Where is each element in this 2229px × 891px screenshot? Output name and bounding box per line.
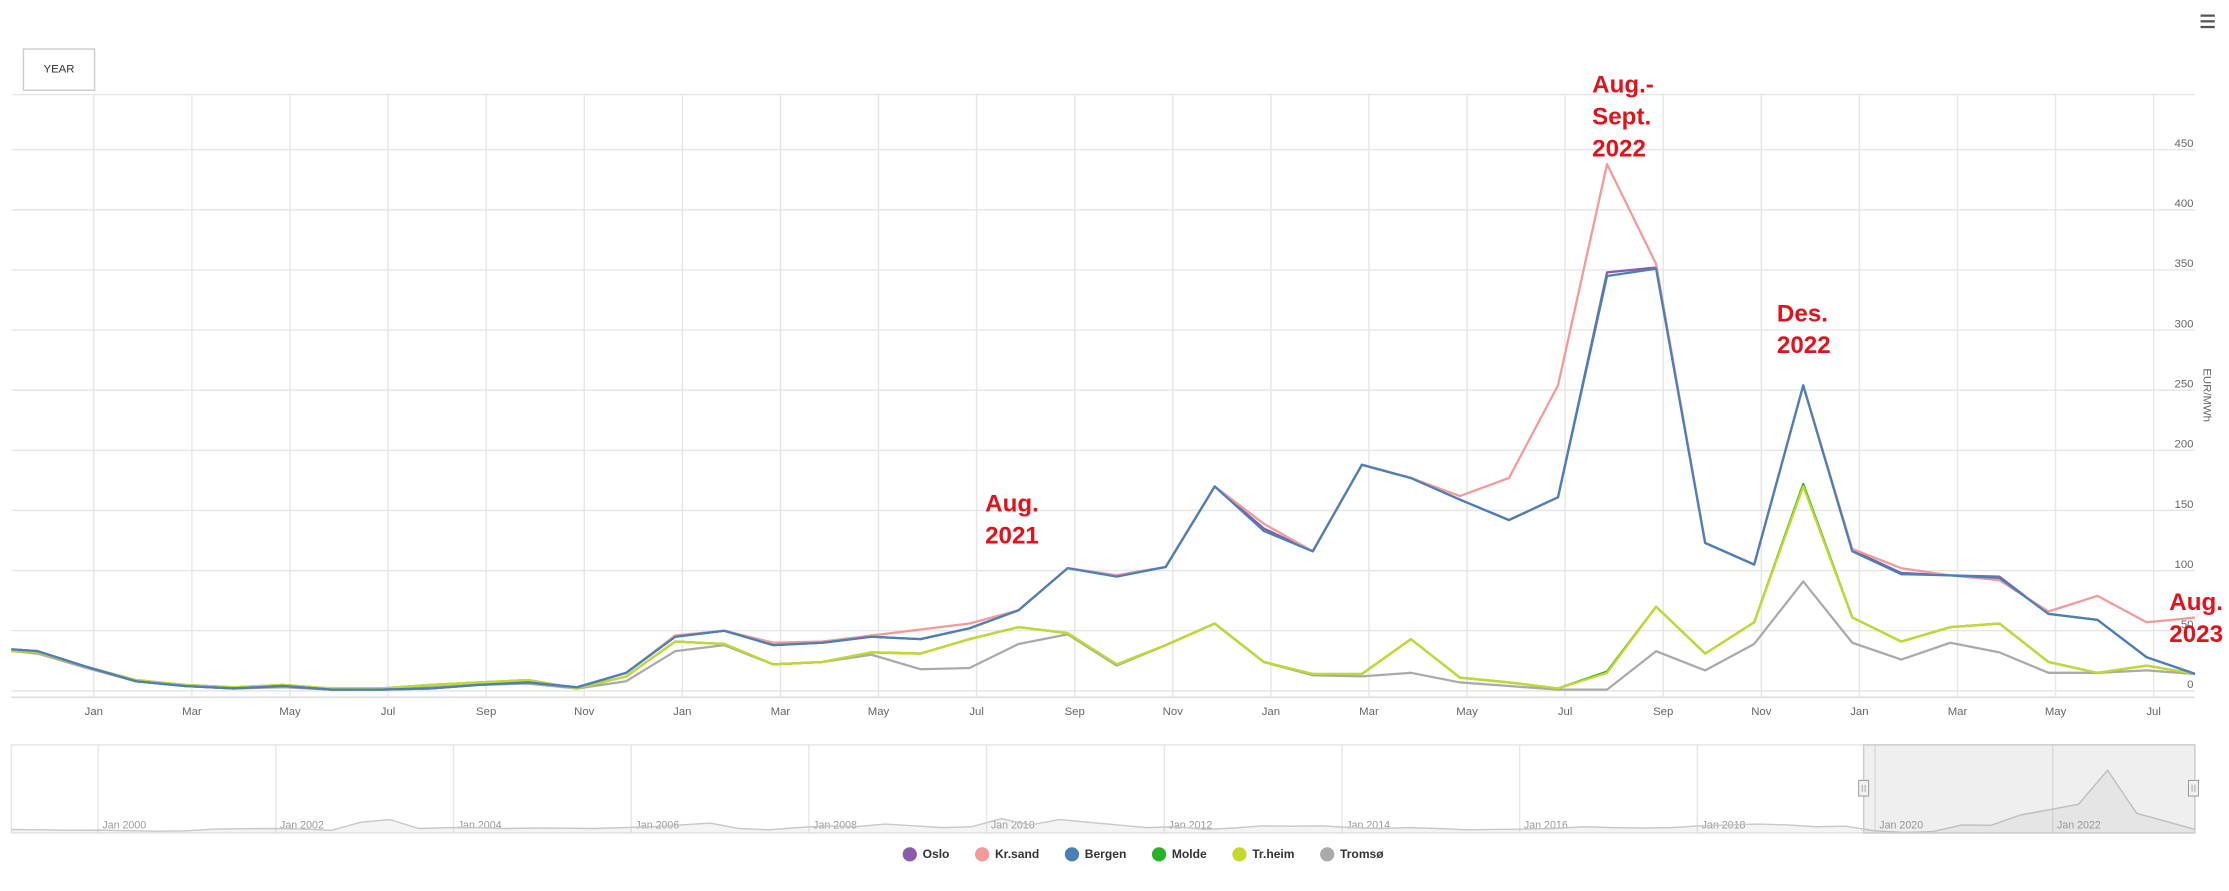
x-tick-label: May [2045, 706, 2067, 718]
annotation: Aug.- [1592, 71, 1654, 98]
y-tick-label: 400 [2175, 198, 2194, 210]
series-line [11, 267, 2195, 691]
x-tick-label: Sep [1653, 706, 1673, 718]
annotation: 2022 [1777, 332, 1831, 359]
legend-item[interactable]: Molde [1151, 847, 1207, 862]
menu-button[interactable] [2194, 8, 2221, 35]
legend-label: Molde [1172, 847, 1207, 861]
legend-marker [1064, 847, 1080, 862]
navigator-label: Jan 2020 [1879, 820, 1923, 832]
annotation: 2023 [2169, 621, 2223, 648]
legend-marker [1151, 847, 1167, 862]
x-tick-label: Mar [1359, 706, 1379, 718]
legend-label: Tr.heim [1252, 847, 1294, 861]
series-line [11, 580, 2195, 691]
x-tick-label: Nov [1163, 706, 1184, 718]
x-tick-label: Jan [85, 706, 103, 718]
y-tick-label: 100 [2175, 559, 2194, 571]
legend-item[interactable]: Bergen [1064, 847, 1127, 862]
x-tick-label: Mar [1948, 706, 1968, 718]
range-button[interactable]: YEAR [22, 48, 96, 91]
navigator-label: Jan 2012 [1169, 820, 1213, 832]
navigator-label: Jan 2004 [458, 820, 502, 832]
x-tick-label: Jan [1262, 706, 1280, 718]
annotation: Sept. [1592, 103, 1651, 130]
x-tick-label: Mar [771, 706, 791, 718]
x-tick-label: Sep [476, 706, 496, 718]
legend-label: Kr.sand [995, 847, 1039, 861]
legend-item[interactable]: Kr.sand [975, 847, 1039, 862]
navigator-label: Jan 2022 [2057, 820, 2101, 832]
navigator-frame [10, 744, 2196, 834]
navigator-line [11, 769, 2196, 834]
y-tick-label: 450 [2175, 138, 2194, 150]
x-tick-label: Jul [969, 706, 984, 718]
series-line [11, 485, 2195, 690]
navigator-handle[interactable] [2187, 779, 2199, 797]
annotation: Des. [1777, 300, 1828, 327]
navigator-label: Jan 2014 [1346, 820, 1390, 832]
series-line [11, 482, 2195, 690]
navigator-label: Jan 2016 [1524, 820, 1568, 832]
y-axis-title: EUR/MWh [2200, 368, 2212, 422]
y-tick-label: 300 [2175, 318, 2194, 330]
annotation: Aug. [985, 491, 1039, 518]
legend-marker [975, 847, 990, 862]
x-tick-label: Jul [2146, 706, 2161, 718]
x-tick-label: May [868, 706, 890, 718]
legend-label: Oslo [923, 847, 950, 861]
x-tick-label: Jul [381, 706, 396, 718]
navigator-handle[interactable] [1858, 779, 1870, 797]
y-tick-label: 150 [2175, 499, 2194, 511]
navigator-label: Jan 2010 [991, 820, 1035, 832]
y-tick-label: 200 [2175, 439, 2194, 451]
annotation: 2022 [1592, 135, 1646, 162]
annotation: Aug. [2169, 589, 2223, 616]
series-line [11, 162, 2195, 691]
legend-item[interactable]: Tr.heim [1232, 847, 1295, 862]
navigator-label: Jan 2002 [280, 820, 324, 832]
y-tick-label: 350 [2175, 258, 2194, 270]
y-tick-label: 250 [2175, 379, 2194, 391]
legend-marker [902, 847, 917, 862]
y-tick-label: 50 [2181, 619, 2194, 631]
legend-label: Tromsø [1340, 847, 1384, 861]
legend-label: Bergen [1085, 847, 1127, 861]
legend-item[interactable]: Tromsø [1320, 847, 1384, 862]
x-tick-label: May [279, 706, 301, 718]
x-tick-label: May [1456, 706, 1478, 718]
x-tick-label: Mar [182, 706, 202, 718]
navigator-selection [1862, 744, 2196, 834]
series-group [11, 162, 2195, 691]
x-tick-label: Nov [1751, 706, 1772, 718]
series-line [11, 266, 2195, 691]
x-tick-label: Jan [673, 706, 691, 718]
y-tick-label: 0 [2187, 679, 2193, 691]
navigator-label: Jan 2000 [102, 820, 146, 832]
legend-marker [1232, 847, 1247, 862]
annotation: 2021 [985, 523, 1039, 550]
x-tick-label: Jul [1558, 706, 1573, 718]
legend-marker [1320, 847, 1335, 862]
x-tick-label: Nov [574, 706, 595, 718]
x-tick-label: Jan [1850, 706, 1868, 718]
x-tick-label: Sep [1065, 706, 1085, 718]
range-button-label[interactable]: YEAR [44, 64, 75, 76]
legend-item[interactable]: Oslo [902, 847, 950, 862]
navigator-area [11, 770, 2195, 834]
